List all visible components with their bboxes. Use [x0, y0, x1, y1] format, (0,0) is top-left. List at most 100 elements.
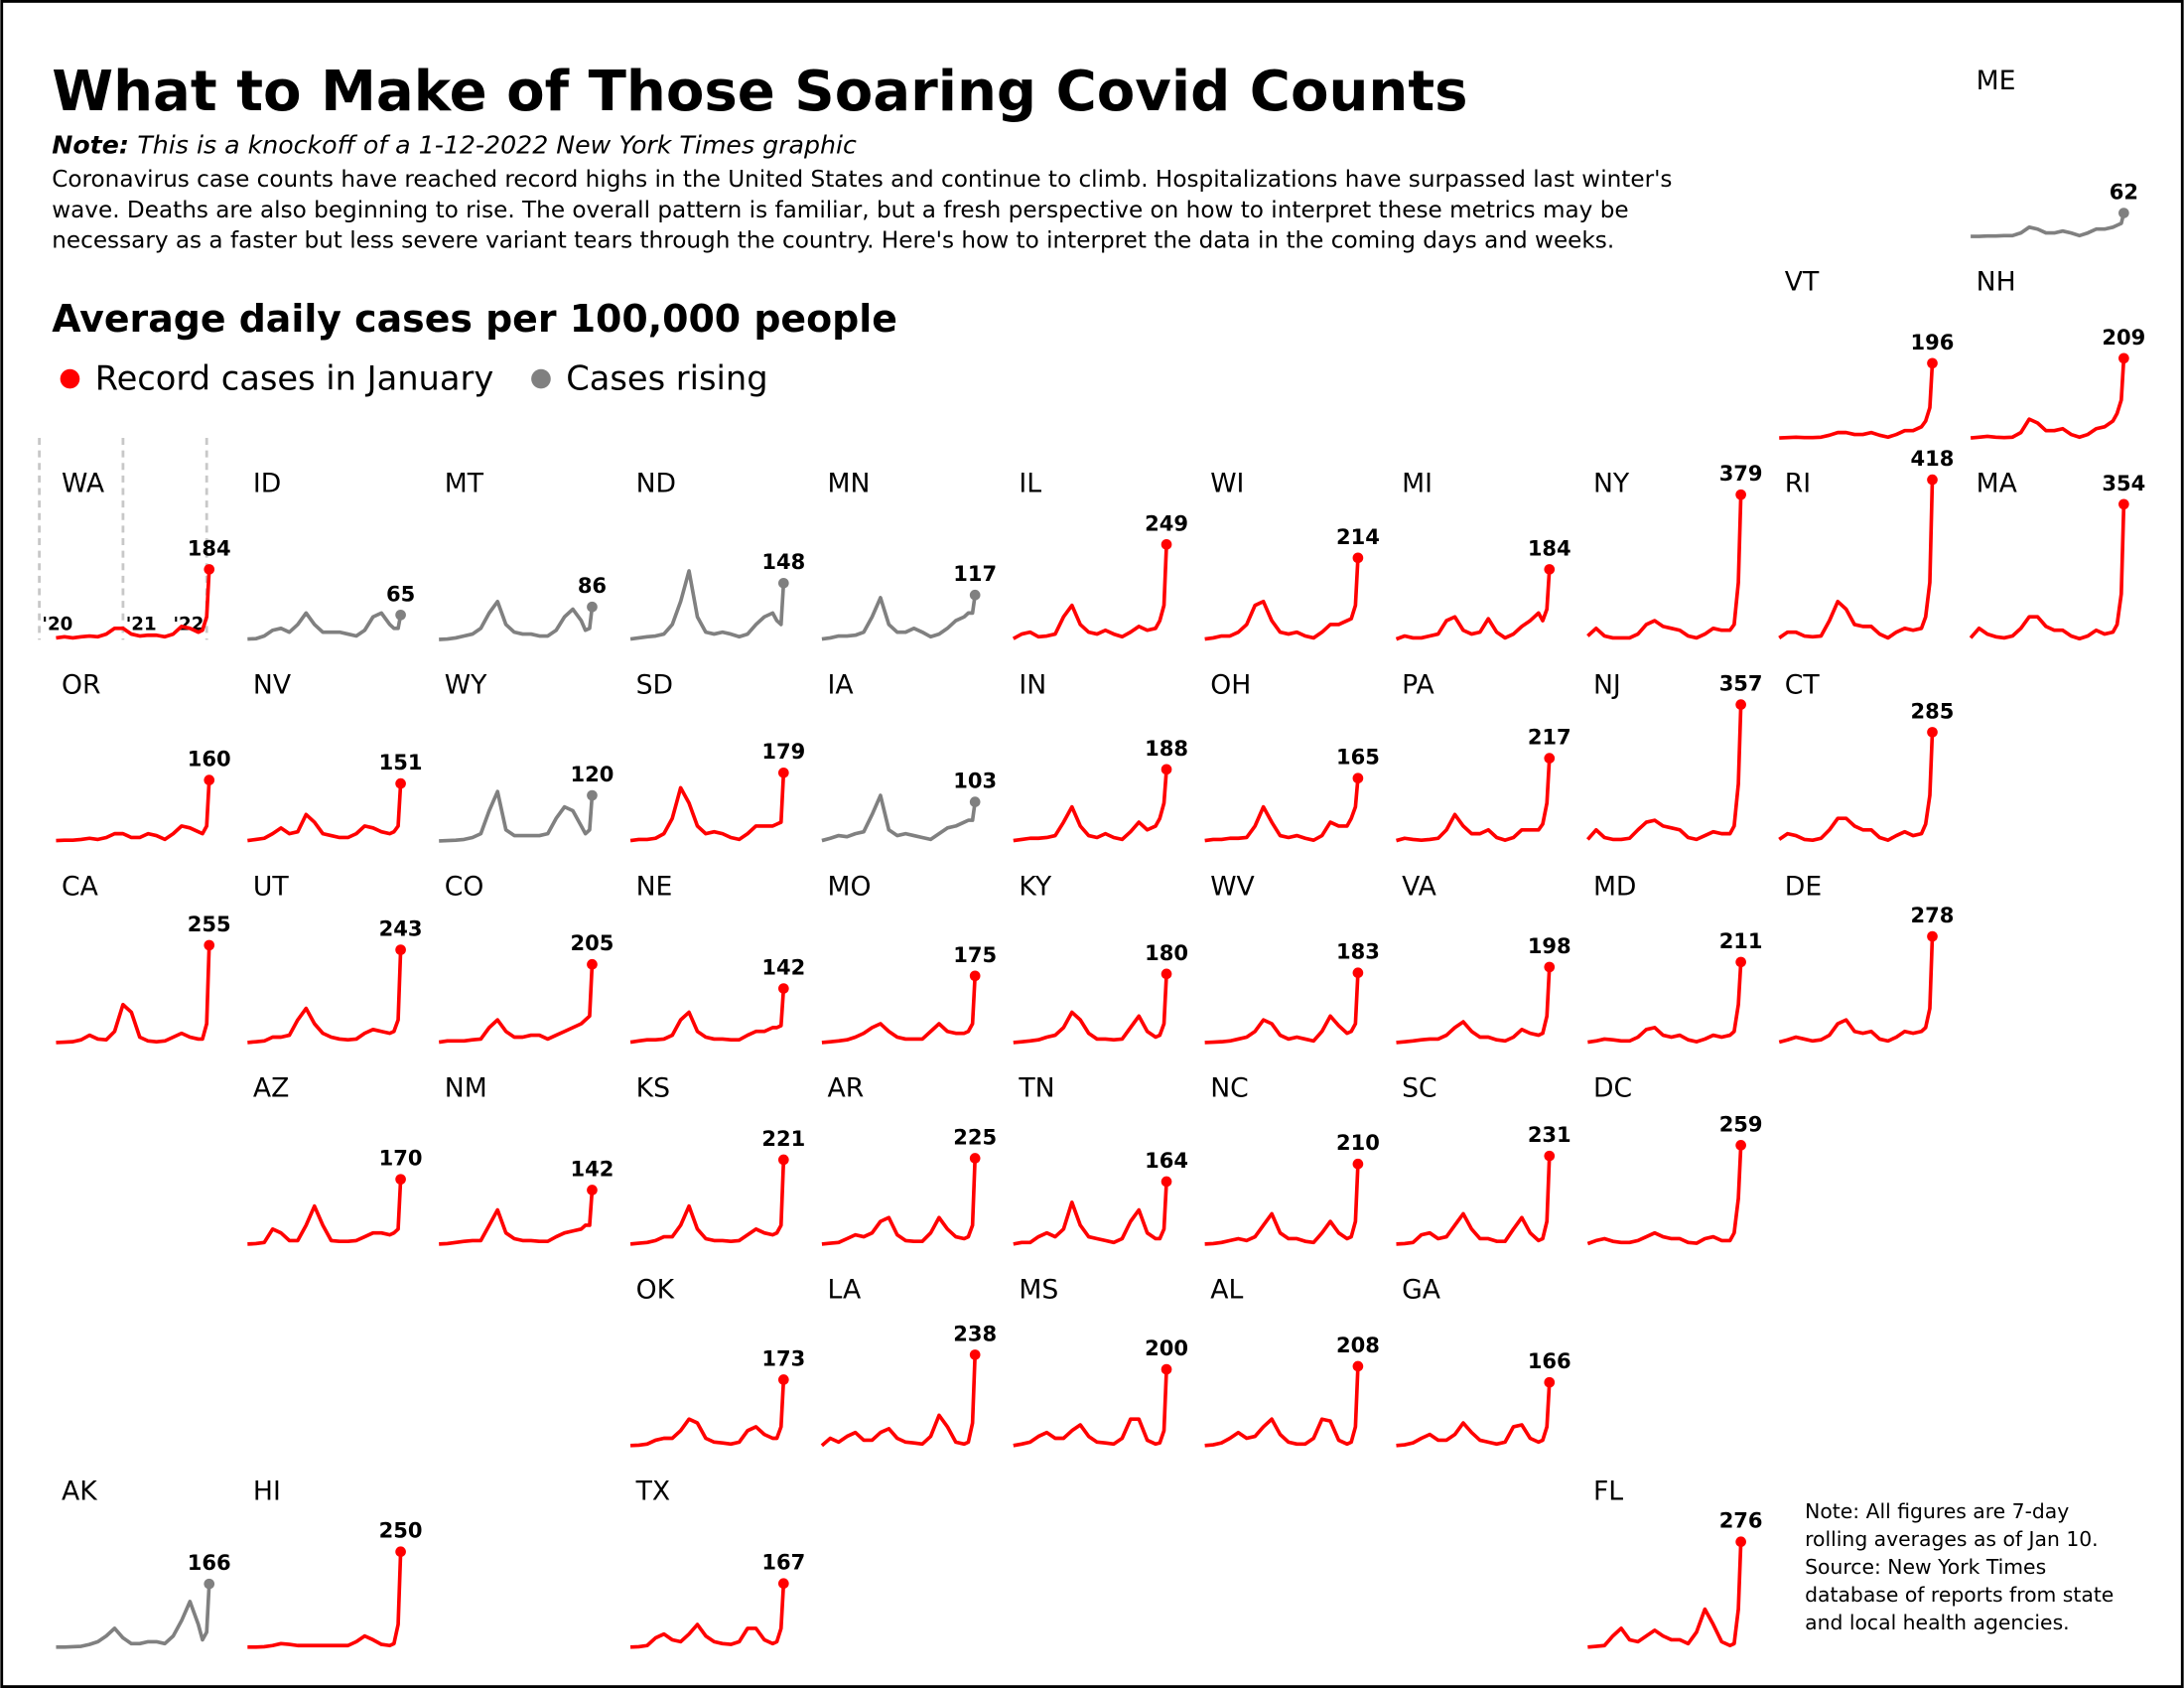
value-label: 183 [1336, 939, 1380, 964]
state-panel: SD 179 [629, 670, 805, 843]
sparkline [1396, 758, 1552, 843]
sparkline [629, 569, 786, 641]
state-panel: WY 120 [439, 670, 614, 843]
state-panel: HI 250 [247, 1477, 423, 1649]
sparkline [820, 1354, 978, 1448]
end-dot [587, 1185, 598, 1196]
end-dot [204, 939, 215, 951]
end-dot [1352, 967, 1364, 979]
end-dot [1735, 1536, 1746, 1548]
value-label: 249 [1145, 510, 1188, 535]
end-dot [777, 1578, 789, 1590]
value-label: 255 [188, 912, 231, 936]
value-label: 184 [188, 535, 231, 560]
end-dot [587, 601, 598, 613]
state-panel: CT 285 [1778, 670, 1954, 842]
end-dot [2118, 208, 2129, 218]
end-dot [1352, 1360, 1364, 1372]
state-panel: OH 165 [1204, 670, 1380, 843]
state-panel: OK 173 [629, 1275, 805, 1448]
state-label: MN [827, 469, 870, 499]
state-panel: MT 86 [439, 469, 607, 641]
state-label: FL [1593, 1477, 1623, 1507]
description-line: necessary as a faster but less severe va… [52, 228, 1614, 254]
sparkline [56, 779, 211, 843]
state-label: WY [445, 670, 487, 701]
state-label: WI [1210, 469, 1244, 499]
state-label: WA [62, 469, 104, 499]
value-label: 250 [379, 1518, 423, 1543]
sparkline [247, 611, 403, 641]
value-label: 221 [761, 1126, 805, 1151]
state-panel: FL 276 [1587, 1477, 1763, 1649]
state-panel: CA 255 [56, 872, 231, 1045]
state-label: TN [1018, 1073, 1054, 1104]
state-label: HI [253, 1477, 281, 1507]
value-label: 198 [1528, 933, 1571, 958]
value-label: 354 [2102, 471, 2145, 495]
value-label: 214 [1336, 524, 1380, 549]
end-dot [777, 983, 789, 994]
subtitle: Average daily cases per 100,000 people [52, 297, 897, 341]
sparkline [1204, 557, 1360, 641]
end-dot [1352, 773, 1364, 784]
state-panel: OR 160 [56, 670, 231, 843]
end-dot [395, 1546, 406, 1558]
state-label: AR [827, 1073, 864, 1104]
sparkline [1396, 1156, 1552, 1246]
panels: '20'21'22WA184ID65MT86ND148MN117IL249WI2… [38, 66, 2145, 1649]
end-dot [1544, 753, 1556, 764]
end-dot [395, 609, 406, 621]
end-dot [969, 589, 981, 601]
year-label: '20 [42, 615, 72, 635]
state-panel: NY 379 [1586, 461, 1763, 640]
state-panel: WI 214 [1204, 469, 1380, 641]
state-panel: AL 208 [1204, 1275, 1380, 1448]
state-label: DE [1785, 872, 1822, 903]
value-label: 165 [1336, 745, 1380, 770]
value-label: 259 [1719, 1111, 1763, 1136]
end-dot [1735, 699, 1746, 710]
state-label: DC [1593, 1073, 1632, 1104]
value-label: 276 [1719, 1508, 1763, 1533]
sparkline [1204, 777, 1360, 843]
end-dot [1927, 930, 1938, 942]
state-panel: ND 148 [629, 469, 805, 641]
state-label: AK [62, 1477, 98, 1507]
state-panel: MS 200 [1013, 1275, 1188, 1448]
state-panel: KS 221 [629, 1073, 805, 1246]
end-dot [587, 958, 598, 970]
sparkline [56, 569, 211, 640]
end-dot [1160, 764, 1172, 775]
state-panel: NM 142 [439, 1073, 614, 1246]
state-panel: TN 164 [1013, 1073, 1188, 1246]
state-panel: ME 62 [1971, 66, 2138, 238]
state-label: MD [1593, 872, 1637, 903]
state-label: ME [1977, 66, 2016, 96]
state-panel: RI 418 [1778, 446, 1954, 640]
footnote-line: and local health agencies. [1805, 1611, 2069, 1634]
state-panel: UT 243 [247, 872, 423, 1045]
note: Note: This is a knockoff of a 1-12-2022 N… [52, 130, 857, 159]
state-panel: IA 103 [821, 670, 997, 843]
state-label: MT [445, 469, 484, 499]
value-label: 184 [1528, 535, 1571, 560]
state-panel: AR 225 [821, 1073, 997, 1246]
state-panel: NC 210 [1204, 1073, 1380, 1246]
sparkline [1971, 212, 2126, 238]
state-panel: LA 238 [820, 1275, 997, 1448]
sparkline [1204, 1164, 1360, 1246]
state-panel: ID 65 [247, 469, 415, 641]
sparkline [629, 1159, 786, 1246]
end-dot [1544, 1150, 1556, 1162]
sparkline [821, 793, 977, 843]
sparkline [1013, 769, 1168, 843]
end-dot [1544, 564, 1556, 575]
sparkline [1587, 1541, 1743, 1649]
end-dot [1927, 727, 1938, 738]
state-label: RI [1785, 469, 1811, 499]
value-label: 142 [571, 1156, 614, 1181]
value-label: 166 [1528, 1348, 1571, 1373]
